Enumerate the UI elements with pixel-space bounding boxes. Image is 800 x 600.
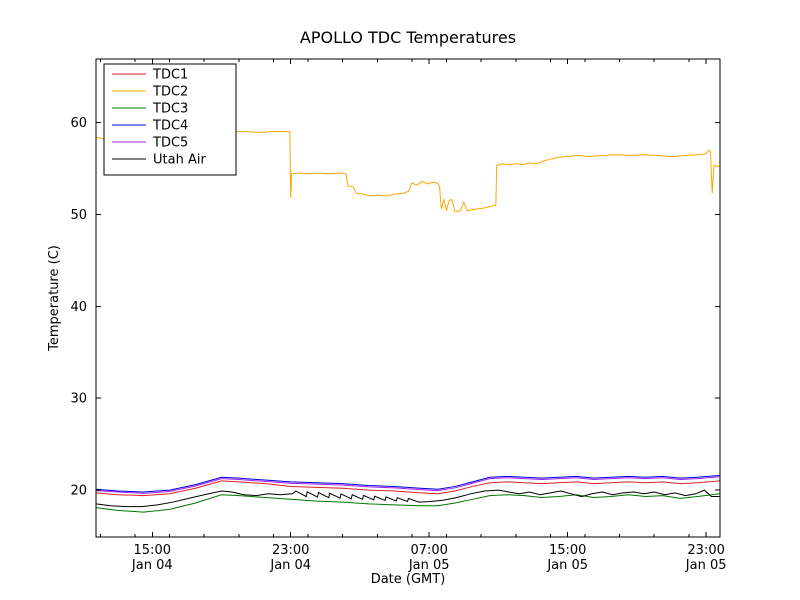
series-line-tdc5 bbox=[96, 476, 720, 494]
y-tick-label: 20 bbox=[70, 484, 87, 499]
y-ticks: 20 30 40 50 60 bbox=[70, 116, 720, 499]
x-tick-label-time: 15:00 bbox=[549, 543, 586, 558]
legend-label-tdc1: TDC1 bbox=[152, 68, 188, 83]
legend-label-tdc4: TDC4 bbox=[152, 119, 188, 134]
x-minor-ticks bbox=[99, 59, 690, 537]
series-lines bbox=[96, 131, 720, 513]
x-tick-label-date: Jan 04 bbox=[131, 558, 173, 573]
legend-label-tdc3: TDC3 bbox=[152, 102, 188, 117]
x-tick-label-time: 07:00 bbox=[410, 543, 447, 558]
x-tick-label-time: 15:00 bbox=[134, 543, 171, 558]
series-line-utah-air bbox=[96, 489, 720, 508]
x-tick-label-date: Jan 05 bbox=[408, 558, 450, 573]
series-line-tdc4 bbox=[96, 474, 720, 493]
x-axis-label: Date (GMT) bbox=[370, 572, 446, 587]
legend-label-tdc5: TDC5 bbox=[152, 136, 188, 151]
y-tick-label: 60 bbox=[70, 116, 87, 131]
x-tick-label-date: Jan 04 bbox=[269, 558, 311, 573]
series-line-tdc1 bbox=[96, 480, 720, 497]
y-tick-label: 30 bbox=[70, 392, 87, 407]
x-tick-label-time: 23:00 bbox=[687, 543, 724, 558]
x-tick-label-time: 23:00 bbox=[272, 543, 309, 558]
y-tick-label: 40 bbox=[70, 300, 87, 315]
y-tick-label: 50 bbox=[70, 208, 87, 223]
x-tick-label-date: Jan 05 bbox=[685, 558, 727, 573]
x-tick-label-date: Jan 05 bbox=[546, 558, 588, 573]
series-line-tdc2 bbox=[96, 131, 720, 213]
plot-frame bbox=[95, 58, 721, 538]
legend-label-tdc2: TDC2 bbox=[152, 85, 188, 100]
chart-title: APOLLO TDC Temperatures bbox=[299, 28, 517, 47]
legend: TDC1 TDC2 TDC3 TDC4 TDC5 Utah Air bbox=[103, 63, 237, 176]
legend-label-utah-air: Utah Air bbox=[153, 153, 206, 168]
series-line-tdc3 bbox=[96, 493, 720, 513]
